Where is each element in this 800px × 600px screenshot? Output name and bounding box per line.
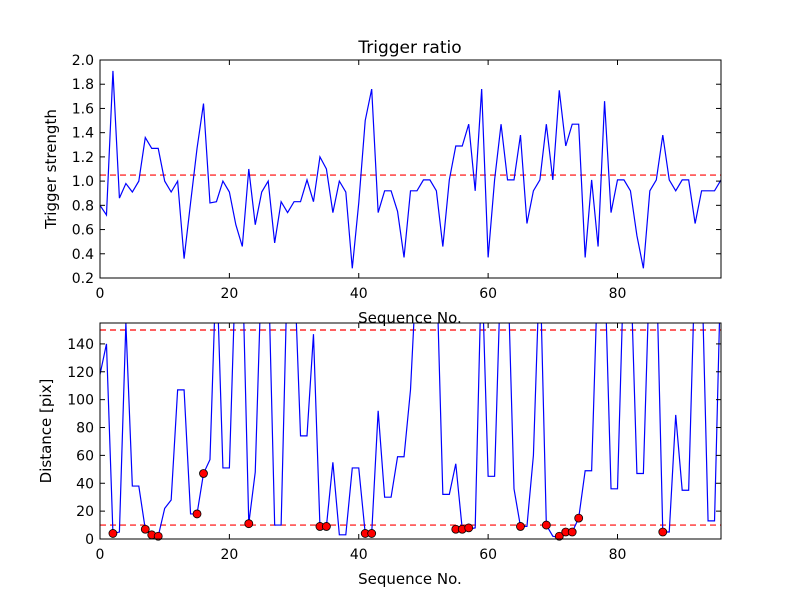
bottom-y-tick-label: 140 <box>67 337 94 353</box>
top-y-tick-label: 0.6 <box>72 223 94 239</box>
bottom-data-point <box>153 531 163 541</box>
top-y-axis: 0.2 0.4 0.6 0.8 1.0 1.2 1.4 1.6 1.8 2.0 <box>72 53 721 287</box>
top-chart: Trigger ratio 0 20 40 60 80 0.2 0.4 0.6 0.8 1.0 1… <box>42 38 722 327</box>
top-x-tick-label: 60 <box>479 286 497 302</box>
top-y-tick-label: 1.6 <box>72 101 94 117</box>
bottom-data-point <box>108 529 118 538</box>
bottom-x-tick-label: 40 <box>350 547 368 563</box>
bottom-data-point <box>367 529 377 538</box>
top-y-tick-label: 1.8 <box>72 77 94 93</box>
bottom-x-tick-label: 60 <box>479 547 497 563</box>
bottom-x-axis: 0 20 40 60 80 <box>96 323 627 563</box>
bottom-data-point <box>199 469 208 478</box>
bottom-data-point <box>554 531 564 541</box>
bottom-x-tick-label: 0 <box>96 547 105 563</box>
bottom-y-tick-label: 60 <box>76 448 94 464</box>
bottom-threshold-layer <box>100 329 721 526</box>
bottom-data-point <box>574 513 584 523</box>
bottom-y-axis-label: Distance [pix] <box>37 379 55 484</box>
bottom-data-point <box>567 527 577 537</box>
bottom-data-point <box>192 509 202 519</box>
top-y-tick-label: 1.0 <box>72 174 94 190</box>
bottom-y-tick-label: 0 <box>85 532 94 548</box>
bottom-y-tick-label: 20 <box>76 504 94 520</box>
top-y-tick-label: 0.2 <box>72 271 94 287</box>
top-y-tick-label: 1.2 <box>72 150 94 166</box>
bottom-y-tick-label: 120 <box>67 365 94 381</box>
top-y-tick-label: 0.8 <box>72 198 94 214</box>
bottom-x-tick-label: 20 <box>220 547 238 563</box>
bottom-plot-frame <box>99 322 722 540</box>
top-x-axis-label: Sequence No. <box>358 309 462 327</box>
top-plot-frame <box>99 59 722 279</box>
top-y-axis-label: Trigger strength <box>42 109 60 230</box>
bottom-data-point <box>464 523 474 533</box>
top-x-tick-label: 20 <box>220 286 238 302</box>
bottom-x-axis-label: Sequence No. <box>358 570 462 588</box>
bottom-x-tick-label: 80 <box>609 547 627 563</box>
bottom-chart: 0 20 40 60 80 0 20 40 60 80 100 120 140 Sequence No… <box>37 322 722 588</box>
bottom-data-point <box>322 522 331 531</box>
bottom-data-point <box>140 524 150 534</box>
top-y-tick-label: 0.4 <box>72 247 94 263</box>
bottom-y-tick-label: 40 <box>76 476 94 492</box>
bottom-y-axis: 0 20 40 60 80 100 120 140 <box>67 337 721 548</box>
top-series-layer <box>100 70 721 269</box>
bottom-marker-layer <box>108 469 668 541</box>
bottom-data-point <box>541 520 551 530</box>
top-series-line-0 <box>100 70 721 269</box>
top-chart-title: Trigger ratio <box>357 38 461 58</box>
bottom-y-tick-label: 100 <box>67 393 94 409</box>
top-x-tick-label: 80 <box>609 286 627 302</box>
top-y-tick-label: 1.4 <box>72 126 94 142</box>
top-x-axis: 0 20 40 60 80 <box>96 60 627 302</box>
bottom-data-point <box>516 522 525 531</box>
top-x-tick-label: 40 <box>350 286 368 302</box>
bottom-data-point <box>244 519 254 529</box>
top-y-tick-label: 2.0 <box>72 53 94 69</box>
bottom-data-point <box>658 527 668 537</box>
bottom-y-tick-label: 80 <box>76 421 94 437</box>
top-x-tick-label: 0 <box>96 286 105 302</box>
